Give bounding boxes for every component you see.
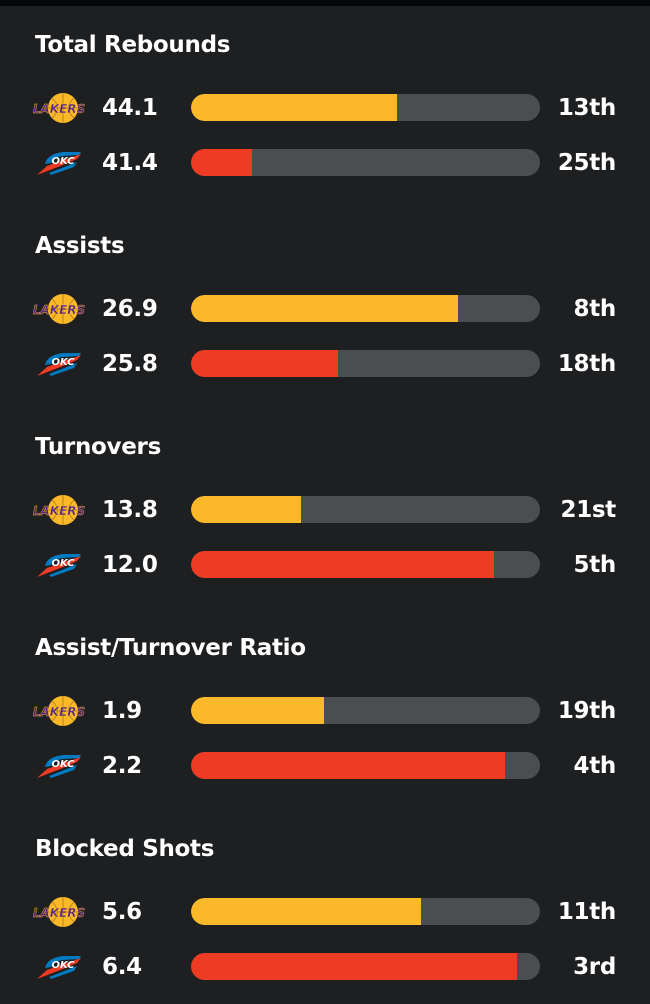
lakers-logo-icon: LAKERS — [33, 693, 85, 729]
section-title: Turnovers — [35, 434, 161, 460]
svg-text:OKC: OKC — [52, 156, 76, 167]
comparison-bar-fill — [191, 94, 397, 121]
stat-section-assist-turnover-ratio: Assist/Turnover Ratio LAKERS 1.9 19th OK… — [0, 603, 650, 803]
okc-thunder-logo-icon: OKC — [33, 346, 85, 382]
comparison-bar-fill — [191, 953, 518, 980]
league-rank: 8th — [573, 296, 617, 322]
stat-row-thunder: OKC 25.8 18th — [0, 344, 650, 384]
top-divider — [0, 0, 650, 6]
comparison-bar-fill — [191, 149, 253, 176]
svg-text:OKC: OKC — [52, 558, 76, 569]
comparison-bar-track — [191, 953, 540, 980]
svg-text:LAKERS: LAKERS — [33, 504, 85, 518]
comparison-bar-fill — [191, 350, 338, 377]
svg-text:LAKERS: LAKERS — [33, 705, 85, 719]
stat-row-thunder: OKC 41.4 25th — [0, 143, 650, 183]
svg-text:OKC: OKC — [52, 357, 76, 368]
stat-row-thunder: OKC 12.0 5th — [0, 545, 650, 585]
comparison-bar-fill — [191, 295, 458, 322]
stat-value: 26.9 — [102, 296, 158, 322]
stat-value: 12.0 — [102, 552, 158, 578]
section-title: Assist/Turnover Ratio — [35, 635, 306, 661]
comparison-bar-track — [191, 752, 540, 779]
comparison-bar-fill — [191, 551, 494, 578]
stat-section-assists: Assists LAKERS 26.9 8th OKC 25.8 18th — [0, 201, 650, 401]
league-rank: 11th — [557, 899, 616, 925]
svg-text:LAKERS: LAKERS — [33, 906, 85, 920]
lakers-logo-icon: LAKERS — [33, 894, 85, 930]
stat-value: 1.9 — [102, 698, 142, 724]
okc-thunder-logo-icon: OKC — [33, 547, 85, 583]
league-rank: 18th — [557, 351, 616, 377]
okc-thunder-logo-icon: OKC — [33, 949, 85, 985]
comparison-bar-track — [191, 295, 540, 322]
lakers-logo-icon: LAKERS — [33, 291, 85, 327]
okc-thunder-logo-icon: OKC — [33, 748, 85, 784]
comparison-bar-track — [191, 551, 540, 578]
comparison-bar-track — [191, 149, 540, 176]
stat-value: 2.2 — [102, 753, 142, 779]
lakers-logo-icon: LAKERS — [33, 492, 85, 528]
okc-thunder-logo-icon: OKC — [33, 145, 85, 181]
section-title: Total Rebounds — [35, 32, 231, 58]
svg-text:LAKERS: LAKERS — [33, 102, 85, 116]
section-title: Blocked Shots — [35, 836, 215, 862]
stat-value: 6.4 — [102, 954, 142, 980]
lakers-logo-icon: LAKERS — [33, 90, 85, 126]
stat-value: 25.8 — [102, 351, 158, 377]
stat-section-blocked-shots: Blocked Shots LAKERS 5.6 11th OKC 6.4 3r… — [0, 804, 650, 1004]
stat-value: 44.1 — [102, 95, 158, 121]
svg-text:OKC: OKC — [52, 759, 76, 770]
league-rank: 21st — [560, 497, 617, 523]
comparison-bar-track — [191, 496, 540, 523]
comparison-bar-track — [191, 898, 540, 925]
svg-text:OKC: OKC — [52, 960, 76, 971]
section-title: Assists — [35, 233, 125, 259]
stat-value: 41.4 — [102, 150, 158, 176]
stat-row-thunder: OKC 2.2 4th — [0, 746, 650, 786]
comparison-bar-fill — [191, 752, 506, 779]
stat-section-total-rebounds: Total Rebounds LAKERS 44.1 13th OKC 41.4… — [0, 0, 650, 200]
stat-row-lakers: LAKERS 44.1 13th — [0, 88, 650, 128]
comparison-bar-fill — [191, 898, 421, 925]
league-rank: 25th — [557, 150, 616, 176]
comparison-bar-track — [191, 94, 540, 121]
stat-section-turnovers: Turnovers LAKERS 13.8 21st OKC 12.0 5th — [0, 402, 650, 602]
stat-row-lakers: LAKERS 26.9 8th — [0, 289, 650, 329]
stat-row-thunder: OKC 6.4 3rd — [0, 947, 650, 987]
comparison-bar-track — [191, 697, 540, 724]
stat-row-lakers: LAKERS 13.8 21st — [0, 490, 650, 530]
comparison-bar-track — [191, 350, 540, 377]
league-rank: 19th — [557, 698, 616, 724]
league-rank: 3rd — [573, 954, 616, 980]
stat-row-lakers: LAKERS 1.9 19th — [0, 691, 650, 731]
league-rank: 13th — [557, 95, 616, 121]
stat-row-lakers: LAKERS 5.6 11th — [0, 892, 650, 932]
stat-value: 13.8 — [102, 497, 158, 523]
league-rank: 5th — [573, 552, 617, 578]
stat-value: 5.6 — [102, 899, 142, 925]
svg-text:LAKERS: LAKERS — [33, 303, 85, 317]
comparison-bar-fill — [191, 496, 301, 523]
comparison-bar-fill — [191, 697, 325, 724]
league-rank: 4th — [573, 753, 617, 779]
